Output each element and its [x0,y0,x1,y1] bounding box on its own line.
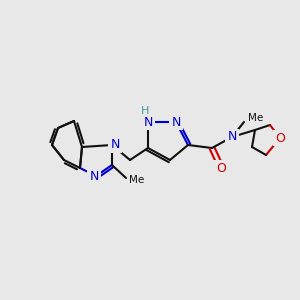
Text: O: O [275,131,285,145]
Text: O: O [216,161,226,175]
Text: N: N [89,169,99,182]
Text: Me: Me [248,113,263,123]
Text: N: N [171,116,181,128]
Text: N: N [110,139,120,152]
Text: N: N [227,130,237,143]
Text: N: N [143,116,153,128]
Text: H: H [141,106,149,116]
Text: Me: Me [129,175,144,185]
